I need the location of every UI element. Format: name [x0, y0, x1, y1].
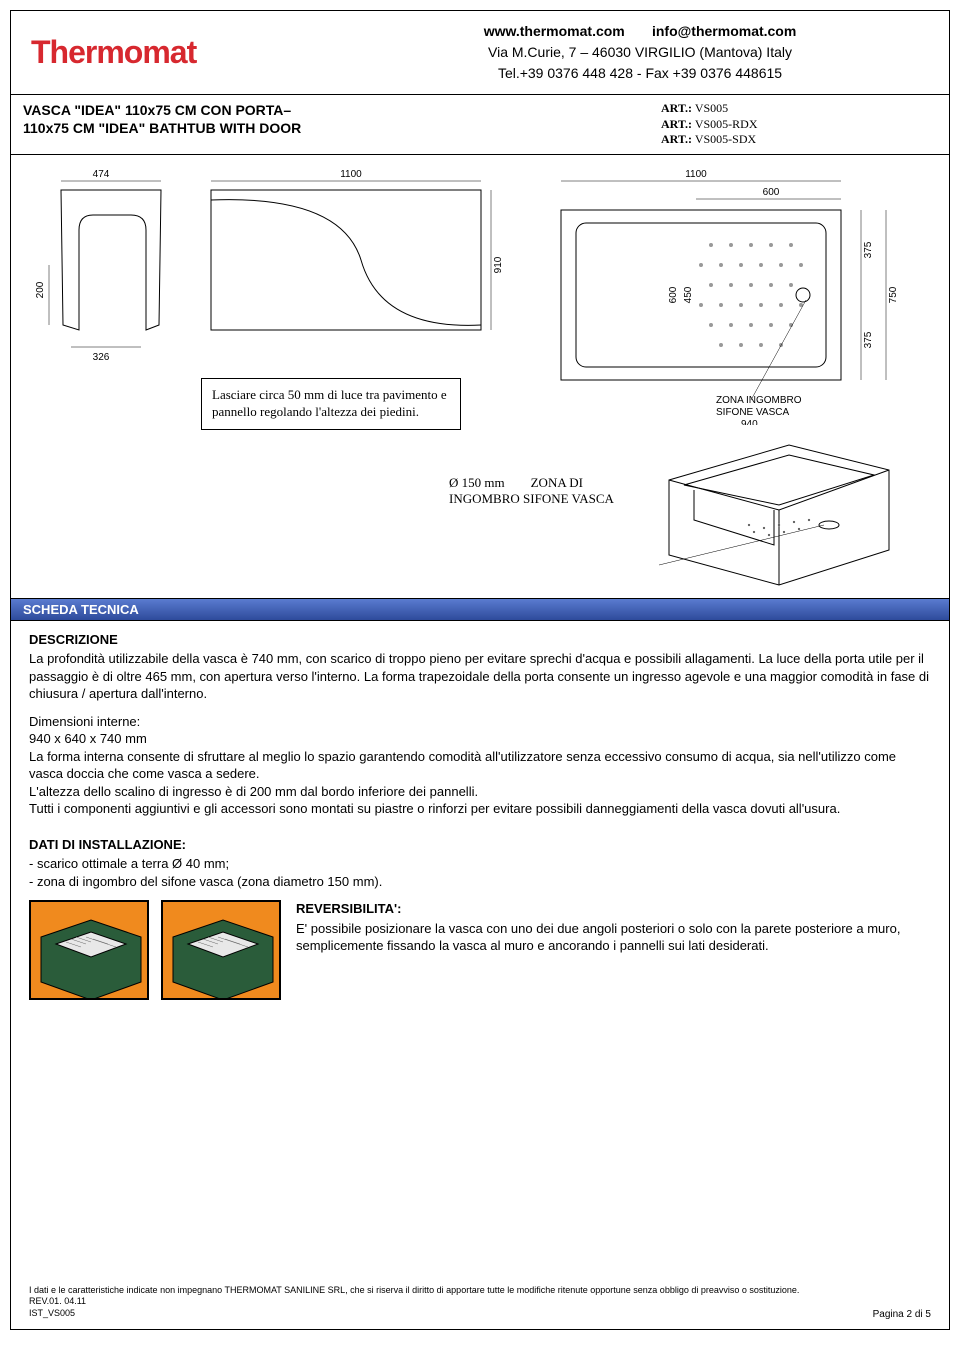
article-codes: ART.: VS005 ART.: VS005-RDX ART.: VS005-…	[649, 95, 949, 154]
contact-cell: www.thermomat.com info@thermomat.com Via…	[331, 11, 949, 94]
page-number: Pagina 2 di 5	[873, 1308, 931, 1321]
title-line2: 110x75 CM "IDEA" BATHTUB WITH DOOR	[23, 119, 637, 137]
dim-1100-front: 1100	[340, 169, 362, 180]
logo-cell: Thermomat	[11, 11, 331, 94]
website[interactable]: www.thermomat.com	[484, 23, 625, 39]
dati-item-1: - scarico ottimale a terra Ø 40 mm;	[29, 855, 931, 873]
dati-item-2: - zona di ingombro del sifone vasca (zon…	[29, 873, 931, 891]
footer: I dati e le caratteristiche indicate non…	[29, 1285, 931, 1321]
dim-600: 600	[763, 187, 780, 198]
art-3: ART.: VS005-SDX	[661, 132, 937, 148]
iso-view	[649, 420, 929, 593]
drawings-area: 474 200 326 1100 910	[11, 155, 949, 598]
descrizione-block: DESCRIZIONE La profondità utilizzabile d…	[11, 621, 949, 901]
rev-code: REV.01. 04.11	[29, 1296, 931, 1308]
rev-heading: REVERSIBILITA':	[296, 900, 931, 918]
dim-375-bot: 375	[863, 331, 874, 348]
reversibilita-row: REVERSIBILITA': E' possibile posizionare…	[11, 900, 949, 1020]
zone-label-2: SIFONE VASCA	[716, 407, 789, 418]
email[interactable]: info@thermomat.com	[652, 23, 796, 39]
dim-326: 326	[93, 352, 110, 363]
address: Via M.Curie, 7 – 46030 VIRGILIO (Mantova…	[351, 42, 929, 63]
dim-910: 910	[493, 256, 504, 273]
reversibilita-images	[29, 900, 281, 1000]
top-view: 1100 600	[541, 165, 929, 428]
front-view: 1100 910 Lasciare circa 50 mm di luce tr…	[201, 165, 521, 430]
title-row: VASCA "IDEA" 110x75 CM CON PORTA– 110x75…	[11, 95, 949, 155]
art-2: ART.: VS005-RDX	[661, 117, 937, 133]
header-row: Thermomat www.thermomat.com info@thermom…	[11, 11, 949, 95]
ist-code: IST_VS005	[29, 1308, 75, 1321]
title-line1: VASCA "IDEA" 110x75 CM CON PORTA–	[23, 101, 637, 119]
descrizione-heading: DESCRIZIONE	[29, 631, 931, 649]
phone: Tel.+39 0376 448 428 - Fax +39 0376 4486…	[351, 63, 929, 84]
dim-474: 474	[93, 169, 110, 180]
logo: Thermomat	[31, 34, 196, 71]
dim-750: 750	[888, 286, 899, 303]
iso-row: Ø 150 mm ZONA DIINGOMBRO SIFONE VASCA	[31, 420, 929, 593]
rev-body: E' possibile posizionare la vasca con un…	[296, 920, 931, 955]
rev-img-2	[161, 900, 281, 1000]
dati-heading: DATI DI INSTALLAZIONE:	[29, 836, 931, 854]
disclaimer: I dati e le caratteristiche indicate non…	[29, 1285, 931, 1297]
zone-label-1: ZONA INGOMBRO	[716, 395, 802, 406]
dim-375-top: 375	[863, 241, 874, 258]
drawings-top-row: 474 200 326 1100 910	[31, 165, 929, 430]
descrizione-p1: La profondità utilizzabile della vasca è…	[29, 650, 931, 703]
side-view: 474 200 326	[31, 165, 181, 368]
web-line: www.thermomat.com info@thermomat.com	[351, 21, 929, 42]
iso-note-text: Ø 150 mm ZONA DIINGOMBRO SIFONE VASCA	[449, 420, 649, 509]
section-bar: SCHEDA TECNICA	[11, 598, 949, 621]
art-1: ART.: VS005	[661, 101, 937, 117]
dim-450-h: 450	[683, 286, 694, 303]
rev-img-1	[29, 900, 149, 1000]
reversibilita-text: REVERSIBILITA': E' possibile posizionare…	[296, 900, 931, 955]
dim-1100-top: 1100	[685, 169, 707, 180]
descrizione-p2: Dimensioni interne: 940 x 640 x 740 mm L…	[29, 713, 931, 818]
dim-200: 200	[35, 281, 46, 298]
floor-note: Lasciare circa 50 mm di luce tra pavimen…	[201, 378, 461, 430]
page-frame: Thermomat www.thermomat.com info@thermom…	[10, 10, 950, 1330]
product-title: VASCA "IDEA" 110x75 CM CON PORTA– 110x75…	[11, 95, 649, 154]
dim-600-h: 600	[668, 286, 679, 303]
